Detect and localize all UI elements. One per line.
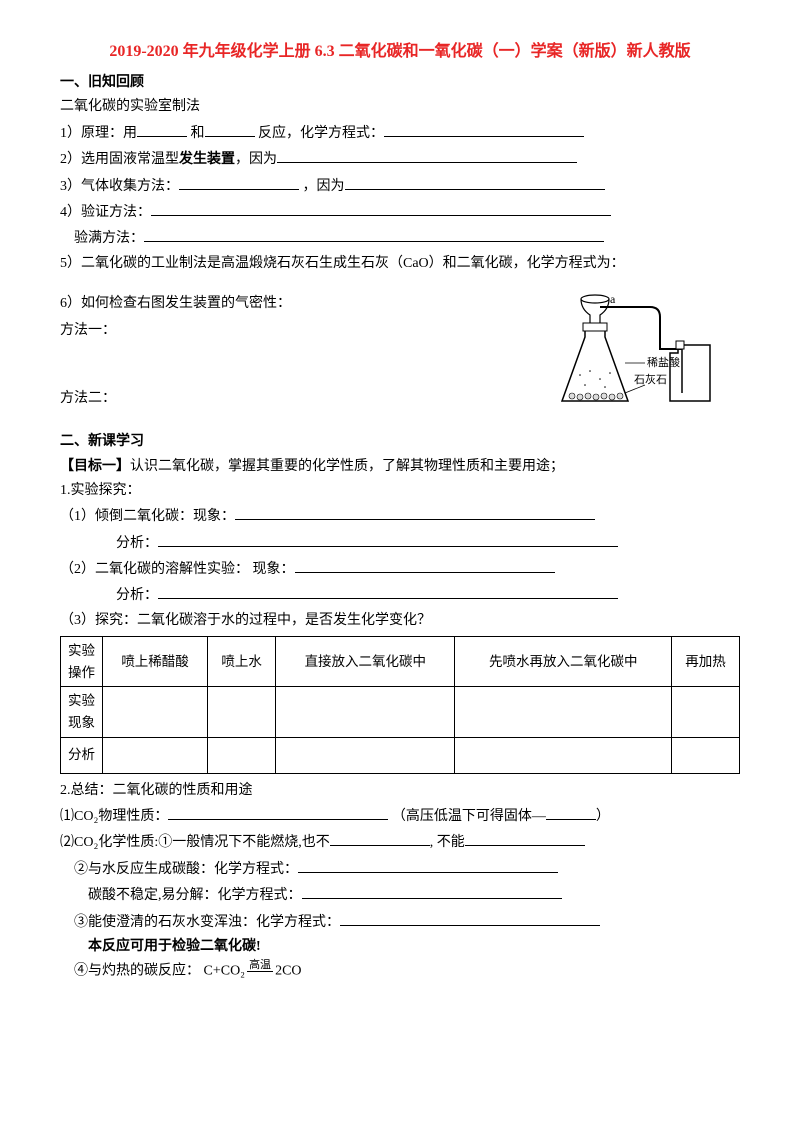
experiment-table: 实验操作 喷上稀醋酸 喷上水 直接放入二氧化碳中 先喷水再放入二氧化碳中 再加热… xyxy=(60,636,740,773)
reaction-condition: 高温 xyxy=(247,960,273,983)
q6m1: 方法一： xyxy=(60,320,500,342)
q2a: 2）选用固液常温型 xyxy=(60,152,179,167)
s1-2b: 分析： xyxy=(60,583,740,607)
s1-1a-text: （1）倾倒二氧化碳：现象： xyxy=(60,509,235,524)
row-label: 实验操作 xyxy=(61,637,103,687)
col: 先喷水再放入二氧化碳中 xyxy=(455,637,671,687)
blank xyxy=(298,857,558,873)
blank xyxy=(168,804,388,820)
section2-heading: 二、新课学习 xyxy=(60,431,740,453)
apparatus-block: 6）如何检查右图发生装置的气密性： 方法一： 方法二： a xyxy=(60,293,740,423)
blank xyxy=(384,121,584,137)
q2: 2）选用固液常温型发生装置，因为 xyxy=(60,147,740,171)
blank xyxy=(158,583,618,599)
blank xyxy=(179,174,299,190)
q3: 3）气体收集方法： ，因为 xyxy=(60,174,740,198)
q4a-text: 4）验证方法： xyxy=(60,205,151,220)
q2b: ，因为 xyxy=(235,152,277,167)
p1b: （高压低温下可得固体— xyxy=(392,809,546,824)
q1a: 1）原理：用 xyxy=(60,126,137,141)
q4b: 验满方法： xyxy=(60,226,740,250)
q5: 5）二氧化碳的工业制法是高温煅烧石灰石生成生石灰（CaO）和二氧化碳，化学方程式… xyxy=(60,253,740,275)
p1a: ⑴CO₂物理性质： xyxy=(60,809,168,824)
q1: 1）原理：用 和 反应，化学方程式： xyxy=(60,121,740,145)
s1-3: （3）探究：二氧化碳溶于水的过程中，是否发生化学变化？ xyxy=(60,610,740,632)
p2-2b-text: 碳酸不稳定,易分解：化学方程式： xyxy=(88,888,302,903)
q4b-text: 验满方法： xyxy=(74,231,144,246)
row-label: 分析 xyxy=(61,737,103,773)
s1-1a: （1）倾倒二氧化碳：现象： xyxy=(60,504,740,528)
p1: ⑴CO₂物理性质： （高压低温下可得固体— ） xyxy=(60,804,740,828)
s1-1b-text: 分析： xyxy=(116,536,158,551)
blank xyxy=(330,830,430,846)
blank xyxy=(235,504,595,520)
blank xyxy=(144,226,604,242)
p2-4b: 2CO xyxy=(275,964,301,979)
blank xyxy=(137,121,187,137)
spacer xyxy=(60,344,500,388)
s2: 2.总结：二氧化碳的性质和用途 xyxy=(60,780,740,802)
blank xyxy=(295,557,555,573)
q4a: 4）验证方法： xyxy=(60,200,740,224)
label-caco3: 石灰石 xyxy=(634,372,667,386)
q6m2: 方法二： xyxy=(60,388,500,410)
p2-3-text: ③能使澄清的石灰水变浑浊：化学方程式： xyxy=(74,915,340,930)
table-row: 实验操作 喷上稀醋酸 喷上水 直接放入二氧化碳中 先喷水再放入二氧化碳中 再加热 xyxy=(61,637,740,687)
q6: 6）如何检查右图发生装置的气密性： xyxy=(60,293,500,315)
q3b: ，因为 xyxy=(303,179,345,194)
blank xyxy=(546,804,596,820)
s1-2a: （2）二氧化碳的溶解性实验： 现象： xyxy=(60,557,740,581)
col: 再加热 xyxy=(671,637,739,687)
p2-2a: ②与水反应生成碳酸：化学方程式： xyxy=(60,857,740,881)
goal-tag: 【目标一】 xyxy=(60,459,130,474)
p2-3: ③能使澄清的石灰水变浑浊：化学方程式： xyxy=(60,910,740,934)
blank xyxy=(151,200,611,216)
page-title: 2019-2020 年九年级化学上册 6.3 二氧化碳和一氧化碳（一）学案（新版… xyxy=(60,40,740,64)
p2-note: 本反应可用于检验二氧化碳! xyxy=(60,936,740,958)
q2bold: 发生装置 xyxy=(179,152,235,167)
row-label: 实验现象 xyxy=(61,687,103,737)
p2-2a-text: ②与水反应生成碳酸：化学方程式： xyxy=(74,862,298,877)
goal: 【目标一】认识二氧化碳，掌握其重要的化学性质，了解其物理性质和主要用途； xyxy=(60,456,740,478)
s1: 1.实验探究： xyxy=(60,480,740,502)
p2-4: ④与灼热的碳反应： C+CO₂高温 2CO xyxy=(60,960,740,983)
section1-sub: 二氧化碳的实验室制法 xyxy=(60,96,740,118)
blank xyxy=(345,174,605,190)
s1-1b: 分析： xyxy=(60,531,740,555)
label-hcl: 稀盐酸 xyxy=(647,355,680,369)
p2a: ⑵CO₂化学性质:①一般情况下不能燃烧,也不 xyxy=(60,835,330,850)
col: 喷上稀醋酸 xyxy=(103,637,208,687)
blank xyxy=(277,147,577,163)
section1-heading: 一、旧知回顾 xyxy=(60,72,740,94)
table-row: 分析 xyxy=(61,737,740,773)
p2-4a: ④与灼热的碳反应： C+CO₂ xyxy=(74,964,245,979)
blank xyxy=(158,531,618,547)
p2-2b: 碳酸不稳定,易分解：化学方程式： xyxy=(60,883,740,907)
q1c: 反应，化学方程式： xyxy=(258,126,384,141)
col: 直接放入二氧化碳中 xyxy=(276,637,455,687)
q5-blank-line xyxy=(60,277,740,291)
goal-text: 认识二氧化碳，掌握其重要的化学性质，了解其物理性质和主要用途； xyxy=(130,459,564,474)
p2b: , 不能 xyxy=(430,835,465,850)
p2: ⑵CO₂化学性质:①一般情况下不能燃烧,也不 , 不能 xyxy=(60,830,740,854)
s1-2a-text: （2）二氧化碳的溶解性实验： 现象： xyxy=(60,562,295,577)
blank xyxy=(205,121,255,137)
apparatus-text: 6）如何检查右图发生装置的气密性： 方法一： 方法二： xyxy=(60,293,500,412)
label-a: a xyxy=(610,293,616,306)
blank xyxy=(302,883,562,899)
table-row: 实验现象 xyxy=(61,687,740,737)
q3a: 3）气体收集方法： xyxy=(60,179,179,194)
col: 喷上水 xyxy=(208,637,276,687)
p1c: ） xyxy=(596,809,610,824)
s1-2b-text: 分析： xyxy=(116,588,158,603)
q1b: 和 xyxy=(191,126,205,141)
apparatus-diagram: a 稀盐酸 石灰石 xyxy=(510,293,740,423)
blank xyxy=(340,910,600,926)
blank xyxy=(465,830,585,846)
